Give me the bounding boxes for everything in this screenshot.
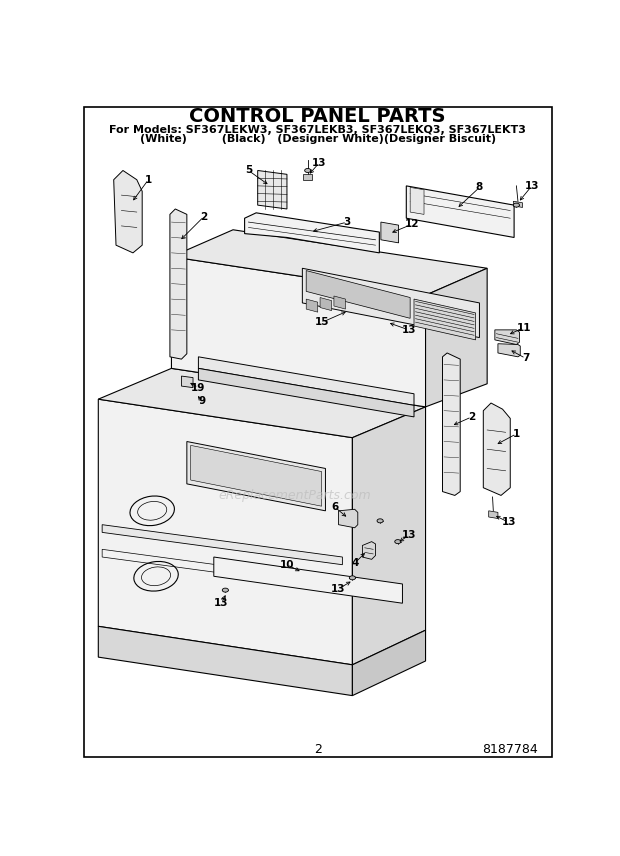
Text: 2: 2 xyxy=(468,412,476,422)
Polygon shape xyxy=(172,257,425,407)
Polygon shape xyxy=(198,368,414,417)
Text: 6: 6 xyxy=(331,502,339,512)
Ellipse shape xyxy=(304,169,311,172)
Polygon shape xyxy=(306,270,410,318)
Polygon shape xyxy=(99,368,425,437)
Polygon shape xyxy=(352,407,425,665)
Text: 4: 4 xyxy=(351,558,358,568)
Text: CONTROL PANEL PARTS: CONTROL PANEL PARTS xyxy=(190,107,446,126)
Text: 11: 11 xyxy=(517,323,531,333)
Text: 8187784: 8187784 xyxy=(482,743,538,756)
Text: 13: 13 xyxy=(401,531,416,540)
Text: 8: 8 xyxy=(476,182,483,193)
Text: 13: 13 xyxy=(525,181,539,191)
Text: 13: 13 xyxy=(401,325,416,335)
Polygon shape xyxy=(306,299,317,312)
Polygon shape xyxy=(339,509,358,528)
Polygon shape xyxy=(381,222,399,243)
Polygon shape xyxy=(99,627,352,696)
Polygon shape xyxy=(484,403,510,496)
Polygon shape xyxy=(489,511,498,519)
Polygon shape xyxy=(303,268,479,337)
Ellipse shape xyxy=(349,576,355,580)
Polygon shape xyxy=(320,298,332,311)
Polygon shape xyxy=(363,542,376,559)
Polygon shape xyxy=(334,296,345,309)
Polygon shape xyxy=(198,357,414,406)
Polygon shape xyxy=(498,344,520,357)
Text: 9: 9 xyxy=(198,396,206,407)
Text: 7: 7 xyxy=(522,354,529,363)
Text: (White)         (Black)   (Designer White)(Designer Biscuit): (White) (Black) (Designer White)(Designe… xyxy=(140,134,496,144)
Polygon shape xyxy=(187,442,326,511)
Text: 5: 5 xyxy=(245,165,252,175)
Polygon shape xyxy=(352,630,425,696)
Ellipse shape xyxy=(513,203,520,207)
Polygon shape xyxy=(113,170,142,253)
Ellipse shape xyxy=(377,519,383,523)
Polygon shape xyxy=(170,209,187,360)
Polygon shape xyxy=(443,353,460,496)
Polygon shape xyxy=(245,213,379,253)
Polygon shape xyxy=(99,399,352,665)
Text: 13: 13 xyxy=(330,585,345,594)
Ellipse shape xyxy=(395,539,401,544)
Text: 1: 1 xyxy=(144,175,152,185)
Polygon shape xyxy=(303,174,312,180)
Text: 12: 12 xyxy=(404,219,419,229)
Text: 3: 3 xyxy=(343,217,351,227)
Text: 13: 13 xyxy=(215,598,229,609)
Polygon shape xyxy=(102,550,342,590)
Text: 2: 2 xyxy=(200,211,208,222)
Polygon shape xyxy=(495,330,520,344)
Polygon shape xyxy=(406,186,514,237)
Text: For Models: SF367LEKW3, SF367LEKB3, SF367LEKQ3, SF367LEKT3: For Models: SF367LEKW3, SF367LEKB3, SF36… xyxy=(109,125,526,134)
Ellipse shape xyxy=(222,588,228,592)
Polygon shape xyxy=(425,268,487,407)
Polygon shape xyxy=(513,201,523,207)
Polygon shape xyxy=(258,170,287,209)
Polygon shape xyxy=(214,557,402,603)
Polygon shape xyxy=(191,445,322,506)
Polygon shape xyxy=(414,299,476,340)
Text: 15: 15 xyxy=(315,318,330,327)
Text: 10: 10 xyxy=(280,560,294,570)
Text: 13: 13 xyxy=(502,517,516,527)
Text: 19: 19 xyxy=(191,383,206,393)
Text: 2: 2 xyxy=(314,743,322,756)
Text: 1: 1 xyxy=(513,429,520,439)
Polygon shape xyxy=(102,525,342,565)
Polygon shape xyxy=(172,229,487,295)
Polygon shape xyxy=(182,376,193,388)
Polygon shape xyxy=(410,187,424,214)
Text: eReplacementParts.com: eReplacementParts.com xyxy=(218,489,371,502)
Text: 13: 13 xyxy=(312,158,327,168)
